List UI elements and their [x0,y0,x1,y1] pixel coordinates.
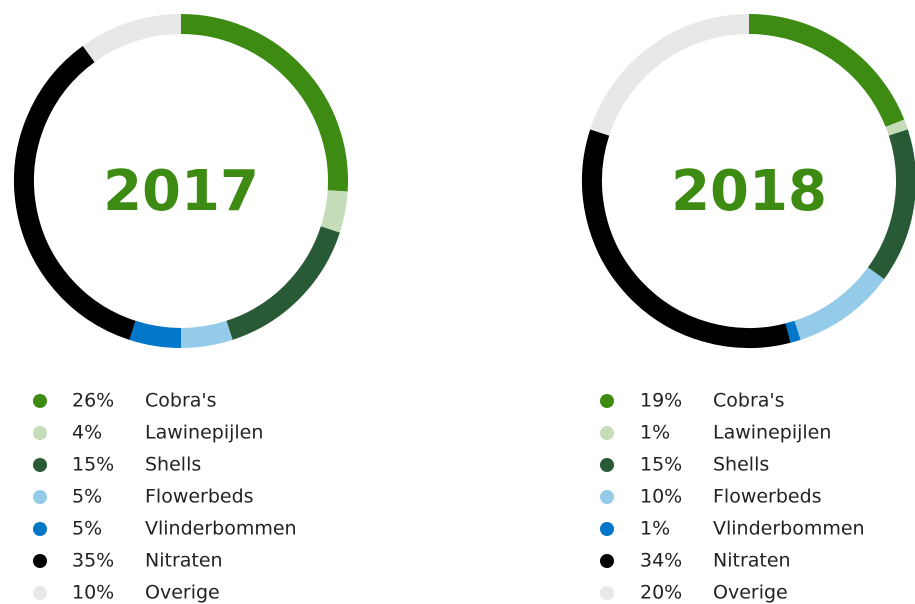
legend-value: 5% [72,486,102,508]
legend-value: 34% [640,550,682,572]
legend-dot [600,458,614,472]
legend-dot [33,554,47,568]
legend-value: 20% [640,582,682,604]
legend-label: Flowerbeds [145,486,254,508]
donut-segment [180,14,348,192]
legend-label: Shells [145,454,201,476]
legend-value: 10% [640,486,682,508]
legend-dot [600,554,614,568]
legend-value: 5% [72,518,102,540]
legend-value: 19% [640,390,682,412]
legend-dot [600,522,614,536]
legend-label: Nitraten [713,550,791,572]
legend-dot [33,394,47,408]
donut-segment [226,226,340,340]
legend-label: Cobra's [145,390,217,412]
donut-segment [748,14,905,128]
donut-segment [180,320,233,348]
legend-value: 10% [72,582,114,604]
legend-value: 15% [640,454,682,476]
donut-segment [82,14,182,63]
legend-dot [600,394,614,408]
donut-segment [785,320,801,343]
legend-value: 35% [72,550,114,572]
legend-label: Cobra's [713,390,785,412]
legend-label: Nitraten [145,550,223,572]
legend-value: 1% [640,422,670,444]
legend-dot [33,586,47,600]
donut-segment [867,129,915,280]
legend-label: Overige [145,582,220,604]
legend-label: Vlinderbommen [713,518,865,540]
legend-label: Overige [713,582,788,604]
legend-label: Shells [713,454,769,476]
legend-dot [33,522,47,536]
legend-dot [600,586,614,600]
legend-dot [33,490,47,504]
donut-segment [794,267,885,340]
legend-label: Lawinepijlen [713,422,831,444]
legend-value: 4% [72,422,102,444]
donut-segment [590,14,750,136]
legend-value: 15% [72,454,114,476]
donut-segment [885,119,908,136]
legend-value: 1% [640,518,670,540]
donut-segment [582,129,791,348]
chart-title: 2017 [103,159,259,224]
donut-segment [14,45,136,340]
legend-dot [600,426,614,440]
legend-label: Vlinderbommen [145,518,297,540]
donut-segment [320,189,348,233]
legend-value: 26% [72,390,114,412]
legend-label: Lawinepijlen [145,422,263,444]
legend-dot [33,426,47,440]
legend-label: Flowerbeds [713,486,822,508]
legend-dot [600,490,614,504]
chart-title: 2018 [671,159,827,224]
donut-segment [129,320,182,348]
legend-dot [33,458,47,472]
